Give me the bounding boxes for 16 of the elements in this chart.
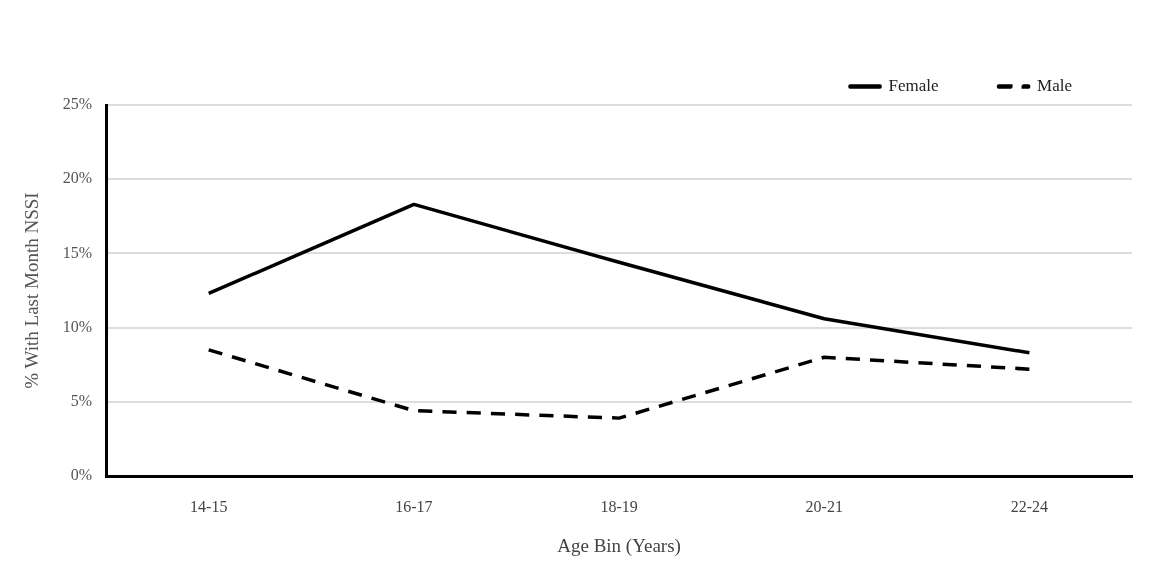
y-tick-label: 0% xyxy=(70,466,93,484)
y-tick-label: 5% xyxy=(70,392,93,409)
x-tick-label: 16-17 xyxy=(395,497,433,515)
legend-label: Female xyxy=(888,75,939,95)
x-tick-label: 18-19 xyxy=(600,497,638,515)
x-tick-label: 22-24 xyxy=(1010,497,1049,515)
line-series xyxy=(206,348,1032,420)
y-tick-label: 15% xyxy=(62,243,93,261)
y-axis-title: % With Last Month NSSI xyxy=(21,192,43,389)
y-tick-label: 20% xyxy=(62,169,93,187)
y-tick-label: 10% xyxy=(62,317,93,335)
legend-label: Male xyxy=(1037,75,1073,95)
y-tick-label: 25% xyxy=(62,95,93,113)
x-tick-label: 20-21 xyxy=(805,497,843,515)
x-axis-title: Age Bin (Years) xyxy=(557,534,681,557)
x-tick-label: 14-15 xyxy=(190,497,228,515)
